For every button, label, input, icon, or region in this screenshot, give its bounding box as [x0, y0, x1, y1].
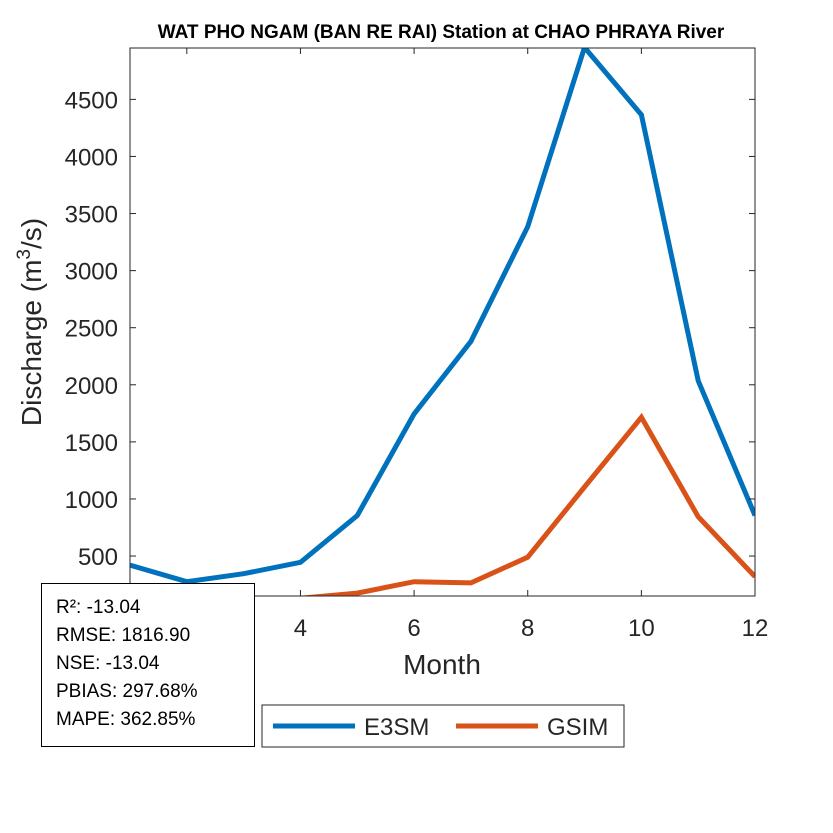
legend: E3SM GSIM [261, 704, 625, 748]
y-axis-label: Discharge (m3/s) [14, 218, 47, 426]
stats-box: R²: -13.04 RMSE: 1816.90 NSE: -13.04 PBI… [41, 583, 255, 747]
y-tick-label: 2000 [65, 373, 118, 400]
y-tick-label: 1000 [65, 487, 118, 514]
y-tick-label: 2500 [65, 316, 118, 343]
legend-label-e3sm: E3SM [364, 714, 429, 741]
y-tick-label: 3500 [65, 202, 118, 229]
x-axis-label: Month [403, 649, 481, 680]
x-tick-label: 8 [521, 615, 534, 642]
stat-mape: MAPE: 362.85% [56, 709, 196, 730]
chart-title: WAT PHO NGAM (BAN RE RAI) Station at CHA… [158, 22, 725, 43]
y-tick-label: 1500 [65, 430, 118, 457]
stat-r2: R²: -13.04 [56, 597, 141, 618]
series-line-e3sm [130, 48, 755, 585]
stat-nse: NSE: -13.04 [56, 653, 160, 674]
plot-area-frame [129, 47, 756, 597]
legend-label-gsim: GSIM [547, 714, 608, 741]
stat-rmse: RMSE: 1816.90 [56, 625, 191, 646]
series-line-gsim [290, 412, 755, 596]
stat-pbias: PBIAS: 297.68% [56, 681, 198, 702]
x-tick-label: 10 [628, 615, 655, 642]
y-tick-label: 3000 [65, 259, 118, 286]
x-tick-label: 4 [294, 615, 307, 642]
x-tick-label: 6 [407, 615, 420, 642]
y-tick-label: 4500 [65, 87, 118, 114]
y-tick-label: 500 [78, 544, 118, 571]
y-tick-label: 4000 [65, 144, 118, 171]
x-tick-label: 12 [742, 615, 769, 642]
